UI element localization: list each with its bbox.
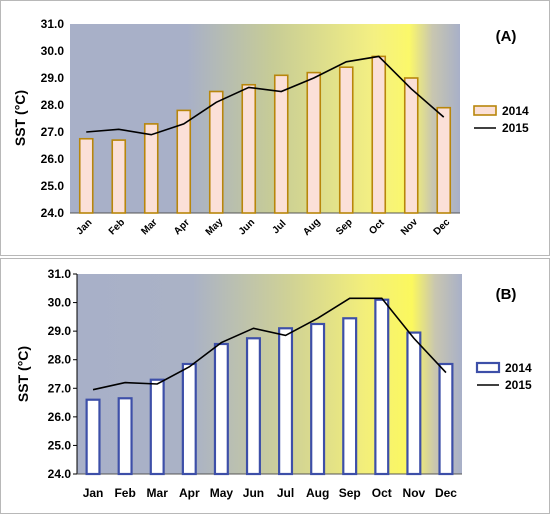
x-tick-label: Apr <box>179 486 200 500</box>
y-tick-label: 29.0 <box>48 324 72 338</box>
y-tick-label: 24.0 <box>41 206 65 220</box>
y-tick-label: 26.0 <box>41 152 65 166</box>
bar-2014-may <box>213 342 229 476</box>
x-tick-label: Jun <box>243 486 264 500</box>
bar-2014-sep <box>342 317 358 476</box>
bar-2014-jul <box>278 327 294 476</box>
bar-2014-mar <box>149 378 165 476</box>
bar-2014-dec <box>438 362 454 476</box>
legend-2014-swatch <box>473 105 497 116</box>
chart-a-legend: 2014 2015 <box>473 104 529 135</box>
bar-2014-jul <box>273 74 289 214</box>
bar-2014-nov <box>403 77 419 214</box>
bar-2014-sep <box>338 66 354 214</box>
chart-b-svg: 24.0 25.0 26.0 27.0 28.0 29.0 30.0 31.0 Jan Feb Ma… <box>0 258 550 514</box>
y-tick-label: 31.0 <box>48 267 72 281</box>
x-tick-label: Oct <box>372 486 392 500</box>
legend-2015-label: 2015 <box>505 378 532 392</box>
bar-2014-jan <box>85 398 101 476</box>
bar-2014-oct <box>374 298 390 476</box>
legend-2014-label: 2014 <box>502 104 529 118</box>
chart-b-legend: 2014 2015 <box>475 361 532 392</box>
chart-b-panel-label: (B) <box>496 286 517 303</box>
bar-2014-oct <box>371 55 387 214</box>
bar-2014-may <box>208 90 224 214</box>
bar-2014-feb <box>117 397 133 476</box>
bar-2014-feb <box>111 139 127 214</box>
legend-2014-swatch <box>475 361 501 374</box>
x-tick-label: Jul <box>277 486 294 500</box>
y-tick-label: 31.0 <box>41 17 65 31</box>
bar-2014-mar <box>143 123 159 214</box>
y-tick-label: 25.0 <box>48 438 72 452</box>
y-tick-label: 25.0 <box>41 179 65 193</box>
y-tick-label: 29.0 <box>41 71 65 85</box>
chart-b-ylabel: SST (°C) <box>15 346 31 402</box>
chart-panel-b: 24.0 25.0 26.0 27.0 28.0 29.0 30.0 31.0 Jan Feb Ma… <box>0 258 550 514</box>
y-tick-label: 28.0 <box>48 353 72 367</box>
x-tick-label: Feb <box>114 486 135 500</box>
y-tick-label: 28.0 <box>41 98 65 112</box>
y-tick-label: 30.0 <box>41 44 65 58</box>
line-series-2015 <box>92 297 447 391</box>
chart-a-plot-background <box>70 24 460 213</box>
x-tick-label: Dec <box>435 486 457 500</box>
bar-2014-apr <box>181 362 197 476</box>
x-tick-label: Sep <box>339 486 361 500</box>
bar-2014-jun <box>241 83 257 214</box>
x-tick-label: Jan <box>83 486 104 500</box>
bar-2014-jun <box>245 337 261 476</box>
x-tick-label: May <box>210 486 234 500</box>
x-tick-label: Nov <box>403 486 426 500</box>
chart-b-marks: 24.0 25.0 26.0 27.0 28.0 29.0 30.0 31.0 Jan Feb Ma… <box>48 267 462 500</box>
bar-2014-nov <box>406 331 422 476</box>
bar-2014-apr <box>176 109 192 214</box>
chart-panel-a: 24.0 25.0 26.0 27.0 28.0 29.0 30.0 31.0 Jan Feb Ma… <box>0 0 550 256</box>
legend-2014-label: 2014 <box>505 361 532 375</box>
y-tick-label: 27.0 <box>48 381 72 395</box>
bar-2014-dec <box>436 106 452 214</box>
legend-2015-label: 2015 <box>502 121 529 135</box>
x-tick-label: Aug <box>306 486 329 500</box>
chart-b-plot-background <box>77 274 462 474</box>
bar-2014-aug <box>306 71 322 214</box>
y-tick-label: 24.0 <box>48 467 72 481</box>
y-tick-label: 26.0 <box>48 410 72 424</box>
bar-2014-jan <box>78 137 94 214</box>
chart-a-panel-label: (A) <box>496 28 517 45</box>
y-tick-label: 30.0 <box>48 296 72 310</box>
line-series-2015 <box>86 55 445 136</box>
y-tick-label: 27.0 <box>41 125 65 139</box>
chart-a-ylabel: SST (°C) <box>12 90 28 146</box>
bar-2014-aug <box>310 322 326 476</box>
x-tick-label: Mar <box>147 486 169 500</box>
